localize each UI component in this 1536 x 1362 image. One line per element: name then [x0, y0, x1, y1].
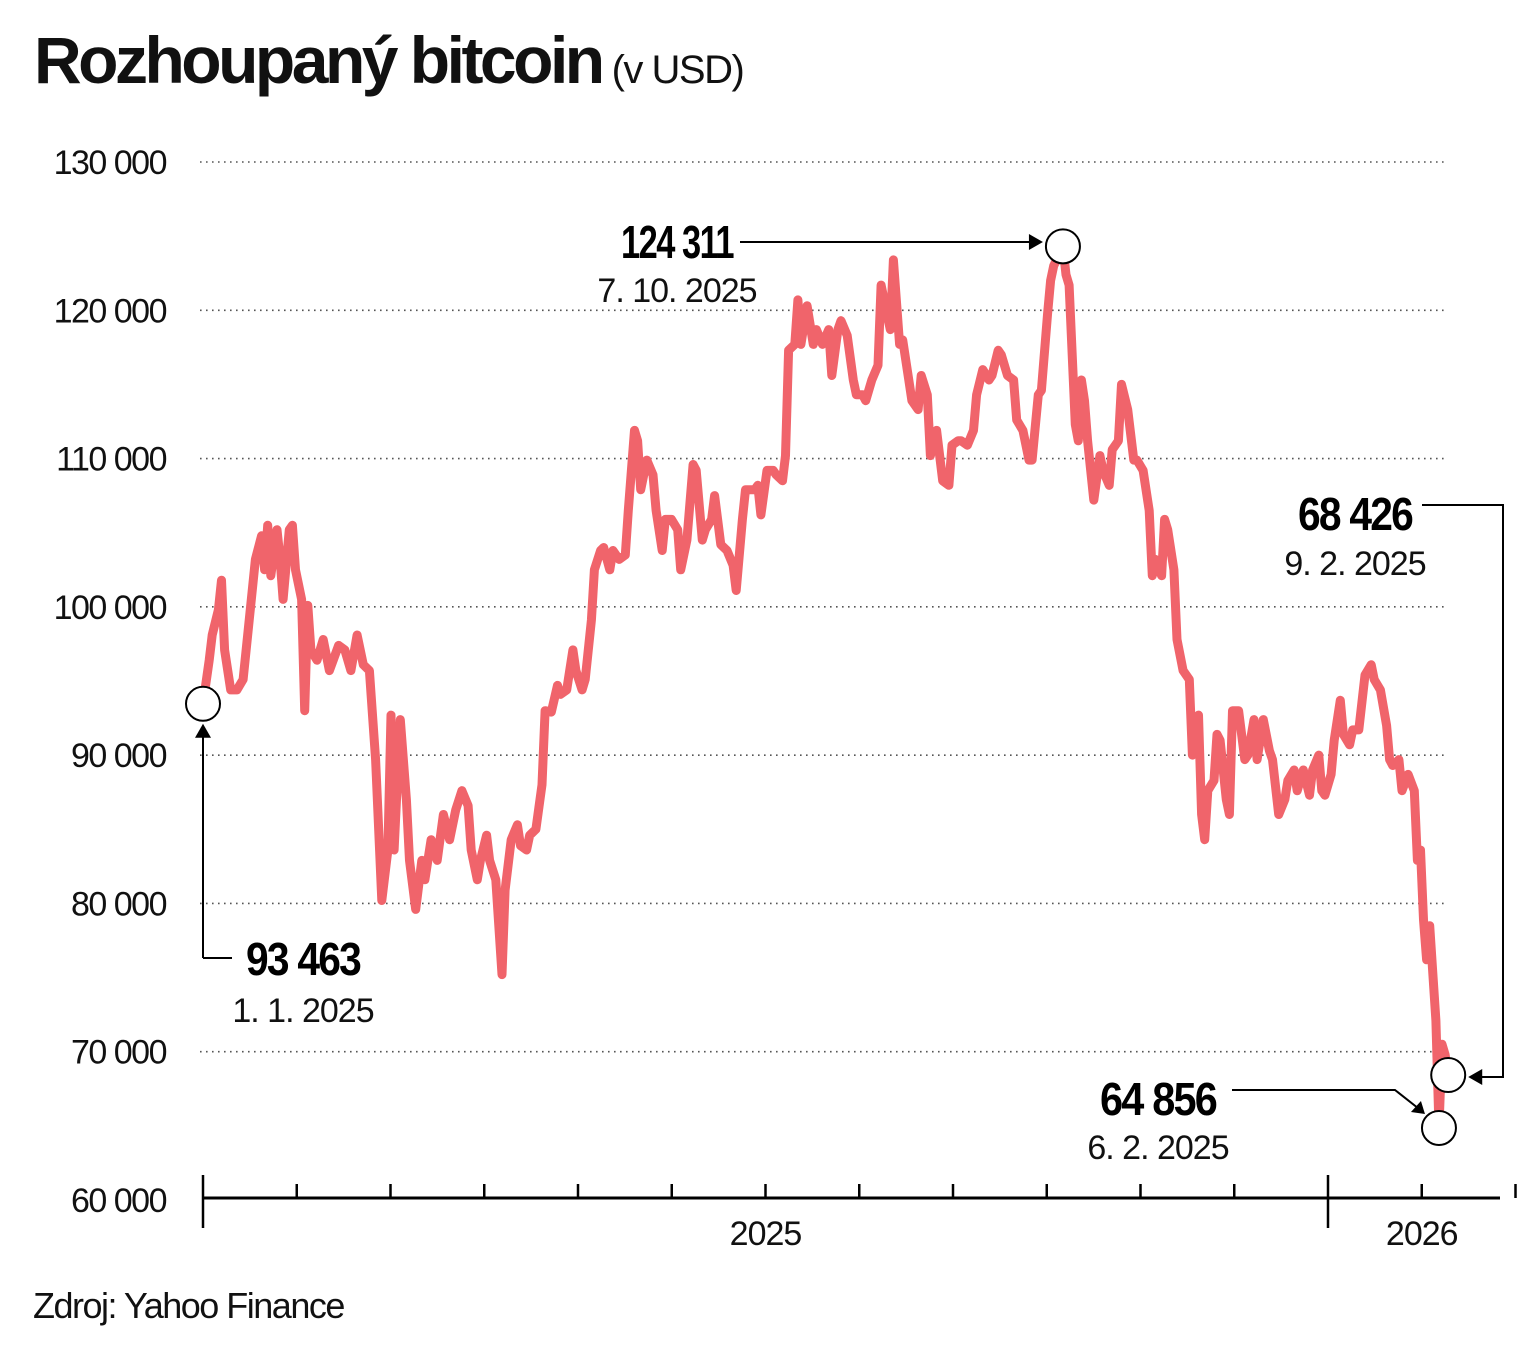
arrow-icon [1410, 1100, 1425, 1114]
annotation-marker [1420, 1109, 1457, 1146]
x-axis-year-label: 2025 [730, 1215, 802, 1253]
arrow-icon [1028, 234, 1043, 250]
gridlines [200, 161, 1447, 1053]
y-tick-label: 60 000 [71, 1182, 167, 1220]
source-note: Zdroj: Yahoo Finance [33, 1285, 345, 1326]
y-tick-label: 130 000 [54, 144, 167, 182]
annotation-date: 1. 1. 2025 [232, 992, 373, 1030]
chart-title: Rozhoupaný bitcoin (v USD) [34, 22, 745, 98]
x-axis-year-label: 2026 [1386, 1215, 1458, 1253]
annotation-marker [185, 685, 221, 722]
y-tick-label: 70 000 [71, 1034, 167, 1072]
arrow-icon [195, 723, 211, 738]
annotation-value: 124 311 [621, 216, 734, 268]
price-series [198, 241, 1453, 1133]
annotation-date: 9. 2. 2025 [1284, 545, 1425, 583]
title-unit: (v USD) [611, 48, 745, 92]
annotation-value: 68 426 [1298, 488, 1412, 540]
y-tick-label: 120 000 [54, 292, 167, 330]
arrow-icon [1468, 1069, 1483, 1086]
annotation-marker [1044, 228, 1081, 265]
annotation-value: 93 463 [246, 933, 360, 985]
y-tick-label: 110 000 [56, 441, 166, 479]
annotation-date: 7. 10. 2025 [597, 272, 756, 310]
annotation-leader [202, 725, 232, 959]
x-axis: 2025 2026 [201, 1175, 1517, 1253]
y-tick-label: 80 000 [71, 885, 167, 923]
y-tick-label: 90 000 [71, 737, 167, 775]
y-axis-labels: 130 000 120 000 110 000 100 000 90 000 80 000… [54, 144, 168, 1220]
annotation-leader [1232, 1089, 1424, 1113]
annotation-value: 64 856 [1100, 1073, 1216, 1125]
title-main: Rozhoupaný bitcoin [34, 23, 605, 97]
annotation-marker [1430, 1057, 1467, 1094]
annotation-date: 6. 2. 2025 [1087, 1129, 1228, 1167]
y-tick-label: 100 000 [54, 589, 167, 627]
price-line [198, 241, 1453, 1133]
annotation-leader [1422, 504, 1504, 1079]
annotations: 93 463 1. 1. 2025 124 311 7. 10. 2025 68 426… [185, 216, 1504, 1167]
